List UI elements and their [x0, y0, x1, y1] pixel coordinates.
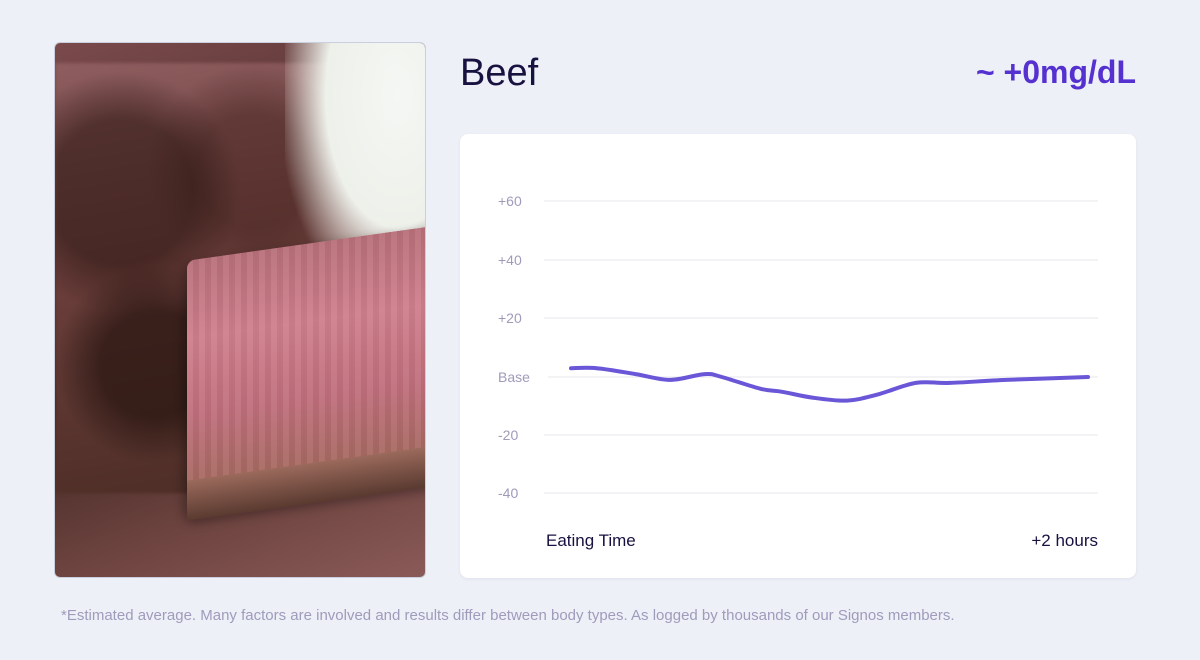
food-title: Beef — [460, 52, 539, 94]
y-tick-plus-40: +40 — [498, 252, 522, 268]
x-label-plus-2-hours: +2 hours — [1031, 531, 1098, 550]
glucose-chart-card: +60 +40 +20 Base -20 -40 Eating Time +2 … — [460, 134, 1136, 578]
gridlines — [544, 200, 1098, 494]
glucose-response-line — [569, 365, 1090, 403]
glucose-delta-value: ~ +0mg/dL — [975, 54, 1136, 90]
y-tick-plus-60: +60 — [498, 193, 522, 209]
disclaimer-footnote: *Estimated average. Many factors are inv… — [61, 607, 955, 624]
food-photo — [54, 42, 426, 578]
y-tick-base: Base — [498, 369, 530, 385]
glucose-line-chart — [544, 200, 1098, 494]
y-tick-plus-20: +20 — [498, 310, 522, 326]
y-tick-minus-20: -20 — [498, 427, 519, 443]
x-label-eating-time: Eating Time — [546, 531, 636, 550]
y-tick-minus-40: -40 — [498, 485, 519, 501]
